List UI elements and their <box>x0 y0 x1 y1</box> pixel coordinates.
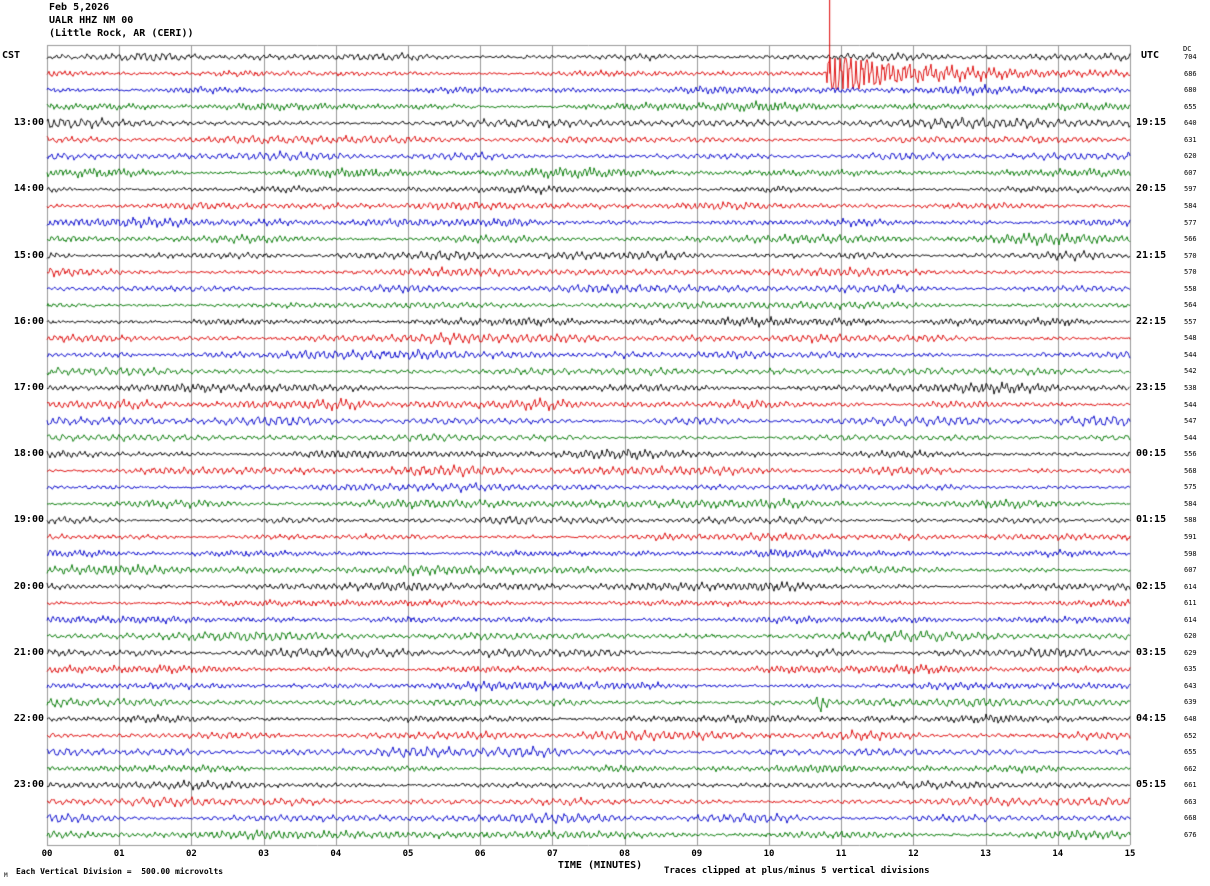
right-time-label: 22:15 <box>1136 315 1167 327</box>
dc-value: 547 <box>1184 417 1197 426</box>
dc-value: 591 <box>1184 532 1197 541</box>
clip-note: Traces clipped at plus/minus 5 vertical … <box>664 866 930 876</box>
corner-mark: M <box>4 872 8 879</box>
dc-column-header: DC <box>1183 45 1192 53</box>
dc-value: 668 <box>1184 814 1197 823</box>
dc-value: 663 <box>1184 797 1197 806</box>
left-time-label: 23:00 <box>13 779 44 791</box>
left-time-label: 22:00 <box>13 713 44 724</box>
left-time-label: 13:00 <box>13 117 44 129</box>
x-tick-label: 13 <box>980 849 992 859</box>
right-time-label: 04:15 <box>1136 713 1167 724</box>
right-time-label: 19:15 <box>1136 117 1167 129</box>
dc-value: 556 <box>1184 450 1197 459</box>
x-tick-label: 05 <box>402 849 414 859</box>
dc-value: 614 <box>1184 615 1197 624</box>
dc-value: 544 <box>1184 350 1197 359</box>
title-date: Feb 5,2026 <box>49 2 110 13</box>
x-tick-label: 04 <box>330 849 342 859</box>
scale-note: Each Vertical Division = 500.00 microvol… <box>16 867 224 876</box>
title-location: (Little Rock, AR (CERI)) <box>49 28 194 39</box>
dc-value: 640 <box>1184 119 1197 128</box>
right-time-label: 21:15 <box>1136 249 1167 261</box>
dc-value: 676 <box>1184 830 1197 839</box>
left-time-label: 19:00 <box>13 514 44 526</box>
x-tick-label: 07 <box>546 849 558 859</box>
dc-value: 566 <box>1184 235 1197 244</box>
dc-value: 597 <box>1184 185 1197 194</box>
x-tick-label: 01 <box>113 849 125 859</box>
right-time-label: 23:15 <box>1136 382 1167 393</box>
dc-value: 557 <box>1184 317 1197 326</box>
dc-value: 704 <box>1184 53 1197 61</box>
dc-value: 584 <box>1184 499 1197 508</box>
dc-value: 607 <box>1184 168 1197 177</box>
title-station: UALR HHZ NM 00 <box>49 15 134 26</box>
dc-value: 611 <box>1184 599 1197 608</box>
right-time-label: 01:15 <box>1136 514 1167 526</box>
right-time-label: 05:15 <box>1136 779 1167 791</box>
x-tick-label: 15 <box>1124 849 1136 859</box>
dc-value: 588 <box>1184 516 1197 525</box>
dc-value: 648 <box>1184 715 1197 723</box>
left-time-label: 21:00 <box>13 646 44 658</box>
dc-value: 577 <box>1184 218 1197 227</box>
dc-value: 620 <box>1184 152 1197 161</box>
x-tick-label: 03 <box>258 849 270 859</box>
x-tick-label: 09 <box>691 849 703 859</box>
dc-value: 548 <box>1184 334 1197 343</box>
x-tick-label: 11 <box>835 849 847 859</box>
dc-value: 584 <box>1184 201 1197 210</box>
x-tick-label: 14 <box>1052 849 1064 859</box>
left-time-label: 20:00 <box>13 580 44 592</box>
dc-value: 635 <box>1184 665 1197 674</box>
x-tick-label: 08 <box>619 849 631 859</box>
dc-value: 598 <box>1184 549 1197 558</box>
x-tick-label: 12 <box>907 849 919 859</box>
right-time-label: 03:15 <box>1136 646 1167 658</box>
left-time-label: 18:00 <box>13 448 44 460</box>
dc-value: 680 <box>1184 86 1197 95</box>
dc-value: 544 <box>1184 433 1197 442</box>
dc-value: 655 <box>1184 748 1197 757</box>
dc-value: 607 <box>1184 566 1197 575</box>
dc-value: 544 <box>1184 400 1197 409</box>
x-tick-label: 00 <box>41 849 53 859</box>
dc-value: 538 <box>1184 384 1197 392</box>
x-axis-title: TIME (MINUTES) <box>557 860 643 871</box>
dc-value: 629 <box>1184 648 1197 657</box>
dc-value: 564 <box>1184 301 1197 310</box>
dc-value: 655 <box>1184 102 1197 111</box>
left-time-label: 17:00 <box>13 382 44 393</box>
x-tick-label: 10 <box>763 849 775 859</box>
right-timezone-label: UTC <box>1141 50 1160 61</box>
x-tick-label: 02 <box>185 849 197 859</box>
dc-value: 639 <box>1184 698 1197 707</box>
right-time-label: 20:15 <box>1136 183 1167 195</box>
dc-value: 570 <box>1184 268 1197 277</box>
dc-value: 643 <box>1184 681 1197 690</box>
left-time-label: 14:00 <box>13 183 44 195</box>
left-time-label: 15:00 <box>13 249 44 261</box>
left-timezone-label: CST <box>2 50 21 61</box>
right-time-label: 02:15 <box>1136 580 1167 592</box>
dc-value: 614 <box>1184 582 1197 591</box>
dc-value: 575 <box>1184 483 1197 492</box>
dc-value: 568 <box>1184 466 1197 475</box>
dc-value: 661 <box>1184 781 1197 790</box>
dc-value: 652 <box>1184 731 1197 740</box>
dc-value: 558 <box>1184 284 1197 293</box>
dc-value: 631 <box>1184 135 1197 144</box>
x-tick-label: 06 <box>474 849 486 859</box>
dc-value: 686 <box>1184 69 1197 78</box>
dc-value: 662 <box>1184 764 1197 773</box>
dc-value: 620 <box>1184 632 1197 641</box>
dc-value: 542 <box>1184 367 1197 376</box>
dc-value: 570 <box>1184 251 1197 260</box>
left-time-label: 16:00 <box>13 315 44 327</box>
right-time-label: 00:15 <box>1136 448 1167 460</box>
